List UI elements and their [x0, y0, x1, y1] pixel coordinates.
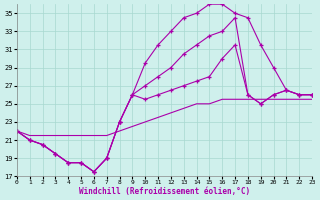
X-axis label: Windchill (Refroidissement éolien,°C): Windchill (Refroidissement éolien,°C) — [79, 187, 250, 196]
